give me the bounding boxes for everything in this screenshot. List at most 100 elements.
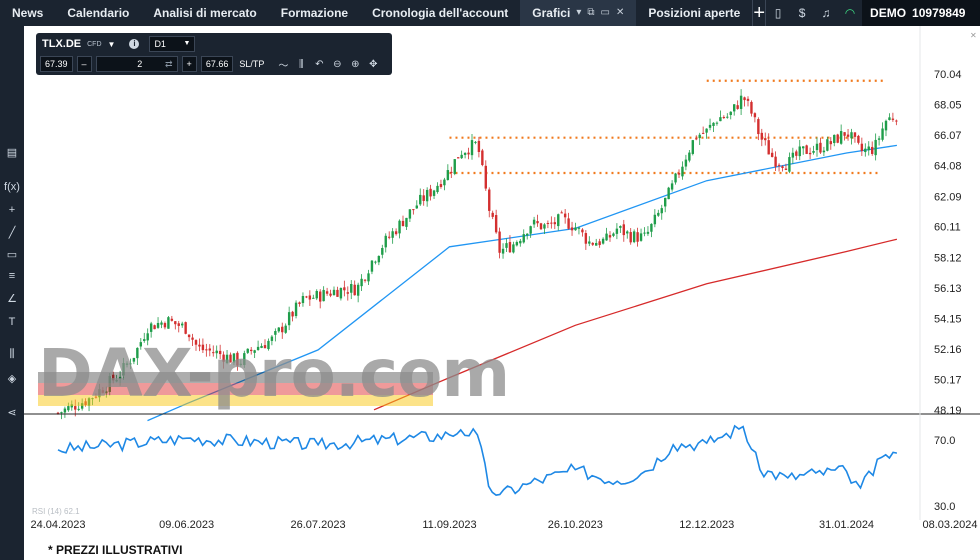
candle-body — [667, 187, 670, 200]
candle-body — [874, 139, 877, 156]
sltp-button[interactable]: SL/TP — [239, 59, 265, 69]
timeframe-select[interactable]: D1 ▼ — [149, 36, 196, 52]
chevron-down-icon[interactable]: ▼ — [107, 39, 116, 49]
info-icon[interactable]: i — [129, 39, 140, 49]
tab-formazione[interactable]: Formazione — [280, 6, 349, 20]
candle-body — [332, 289, 336, 296]
window-icon[interactable]: ▭ — [600, 7, 610, 18]
symbol-label[interactable]: TLX.DE — [42, 38, 82, 50]
candle-body — [405, 217, 408, 227]
close-icon[interactable]: ✕ — [970, 31, 977, 40]
candle-body — [505, 243, 508, 248]
quantity-input[interactable]: 2 ⇄ — [95, 56, 178, 72]
indicators-icon[interactable]: ⫼ — [9, 348, 15, 360]
currency-icon[interactable]: $ — [798, 6, 806, 20]
candle-body — [105, 391, 108, 394]
y-tick-label: 52.16 — [934, 344, 962, 356]
candle-body — [118, 376, 122, 380]
candle-body — [236, 352, 239, 366]
zoom-out-icon[interactable]: ⊖ — [333, 58, 342, 70]
candle-body — [191, 337, 194, 340]
increase-quantity-button[interactable]: + — [181, 56, 197, 72]
candle-body — [446, 170, 450, 180]
tab-analisi[interactable]: Analisi di mercato — [153, 6, 257, 20]
tab-posizioni[interactable]: Posizioni aperte — [648, 6, 741, 20]
y-tick-label: 56.13 — [934, 283, 962, 295]
candle-body — [457, 157, 460, 159]
tab-grafici[interactable]: Grafici ▾ ⧉ ▭ ✕ — [520, 0, 637, 26]
candle-body — [415, 205, 418, 209]
x-tick-label: 31.01.2024 — [819, 519, 874, 531]
candle-body — [757, 119, 760, 135]
line-chart-icon[interactable]: 〜 — [278, 60, 289, 72]
candle-body — [670, 183, 674, 190]
candle-body — [560, 212, 563, 214]
rsi-tick-label: 30.0 — [934, 501, 955, 513]
candle-body — [884, 120, 888, 131]
angle-tool-icon[interactable]: ∠ — [7, 293, 17, 305]
candle-body — [360, 278, 363, 287]
tab-news[interactable]: News — [12, 6, 44, 20]
candle-body — [715, 122, 719, 124]
text-tool-icon[interactable]: T — [8, 316, 16, 328]
close-icon[interactable]: ✕ — [615, 7, 625, 18]
tab-cronologia[interactable]: Cronologia dell'account — [372, 6, 509, 20]
chart-type-icon[interactable]: ▤ — [6, 147, 18, 159]
candle-body — [574, 227, 577, 231]
line-tool-icon[interactable]: ╱ — [8, 227, 16, 239]
candle-body — [581, 229, 584, 233]
candle-body — [570, 227, 574, 231]
bid-price[interactable]: 67.39 — [40, 56, 73, 72]
candle-body — [615, 228, 619, 234]
candle-body — [708, 124, 712, 128]
undo-icon[interactable]: ↶ — [315, 58, 324, 70]
disclaimer: * PREZZI ILLUSTRATIVI — [48, 543, 183, 557]
candle-body — [484, 165, 487, 189]
candle-body — [187, 334, 191, 338]
candle-body — [781, 166, 784, 168]
move-icon[interactable]: ✥ — [369, 58, 378, 70]
candle-body — [522, 234, 525, 243]
layout-icon[interactable]: ▯ — [774, 6, 782, 20]
candle-body — [425, 189, 429, 202]
fibonacci-icon[interactable]: ≡ — [8, 270, 16, 282]
candle-body — [260, 345, 263, 348]
rectangle-tool-icon[interactable]: ▭ — [6, 249, 18, 261]
candle-body — [215, 350, 218, 354]
candle-body — [208, 348, 211, 351]
price-chart[interactable]: 70.04 68.05 66.07 64.08 62.09 60.11 58.12 56.13… — [0, 26, 980, 546]
candle-body — [643, 232, 646, 234]
candle-body — [819, 142, 822, 153]
candle-body — [774, 156, 777, 167]
candle-body — [225, 354, 229, 364]
candle-body — [650, 223, 653, 232]
add-tab-icon[interactable]: + — [752, 0, 767, 26]
candle-body — [139, 342, 142, 347]
candle-body — [443, 179, 446, 186]
candle-body — [398, 220, 401, 234]
candle-body — [67, 406, 70, 411]
ask-price[interactable]: 67.66 — [200, 56, 234, 72]
candle-body — [246, 348, 249, 353]
account-number: 10979849 — [912, 6, 966, 20]
tab-calendario[interactable]: Calendario — [67, 6, 130, 20]
candle-body — [605, 233, 608, 241]
candles-icon[interactable]: ⫼ — [299, 58, 304, 70]
candle-body — [394, 231, 398, 235]
candle-body — [308, 295, 312, 300]
candle-body — [184, 322, 187, 334]
function-icon[interactable]: f(x) — [4, 181, 20, 193]
crosshair-icon[interactable]: + — [8, 204, 16, 216]
candle-body — [639, 233, 643, 241]
share-icon[interactable]: ⋖ — [7, 407, 17, 419]
candle-body — [129, 363, 132, 365]
zoom-in-icon[interactable]: ⊕ — [351, 58, 360, 70]
chevron-down-icon[interactable]: ▾ — [576, 7, 582, 18]
candle-body — [812, 150, 815, 153]
decrease-quantity-button[interactable]: – — [76, 56, 92, 72]
expand-icon[interactable]: ⧉ — [587, 7, 595, 18]
layers-icon[interactable]: ◈ — [7, 373, 17, 385]
candle-body — [156, 322, 160, 328]
bell-icon[interactable]: ♫ — [821, 6, 831, 20]
account-selector[interactable]: DEMO 10979849 ▼ — [862, 0, 980, 26]
